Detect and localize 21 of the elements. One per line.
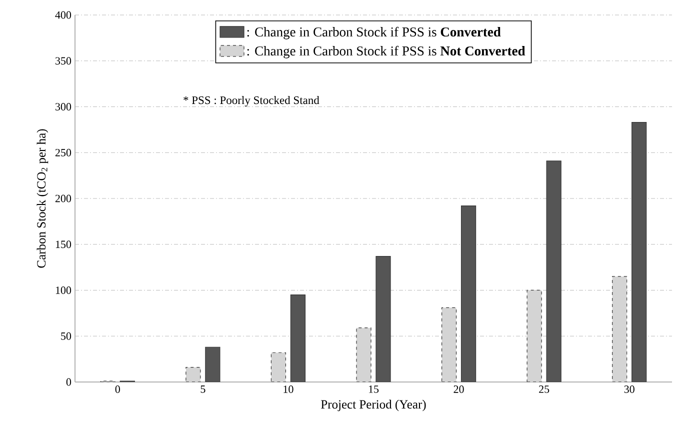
annotation: * PSS : Poorly Stocked Stand: [184, 96, 320, 106]
x-axis-title: Project Period (Year): [321, 400, 426, 412]
x-tick-label: 0: [115, 386, 120, 393]
y-tick-label: 400: [55, 11, 72, 19]
y-tick-label: 100: [56, 286, 72, 294]
y-tick-label: 150: [56, 240, 72, 248]
legend-label: : Change in Carbon Stock if PSS is Not Converted: [247, 46, 526, 58]
y-tick-label: 250: [55, 148, 72, 156]
y-axis-title: Carbon Stock (tCO$_{2}$ per ha): [36, 129, 48, 268]
x-tick-label: 30: [624, 386, 634, 393]
x-tick-label: 5: [200, 386, 206, 393]
y-tick-label: 300: [56, 103, 72, 110]
y-tick-label: 200: [55, 194, 72, 202]
x-tick-label: 20: [454, 386, 464, 393]
x-tick-label: 10: [284, 386, 294, 393]
y-tick-label: 50: [61, 332, 72, 340]
y-tick-label: 0: [66, 378, 72, 386]
x-tick-label: 15: [368, 386, 379, 393]
legend-label: : Change in Carbon Stock if PSS is Converted: [247, 26, 501, 40]
x-tick-label: 25: [539, 386, 550, 393]
y-tick-label: 350: [56, 57, 72, 65]
